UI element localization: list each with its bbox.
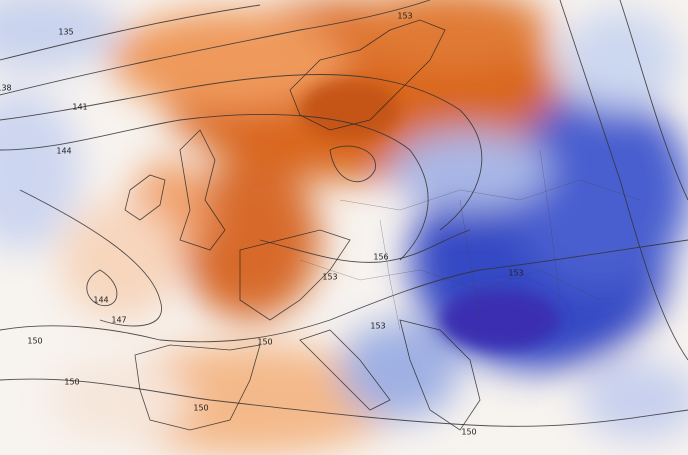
contour-label: 153 (322, 273, 337, 282)
contour-label: 150 (461, 428, 476, 437)
contour-label: 153 (370, 322, 385, 331)
borders (299, 149, 641, 331)
contour-label: 144 (93, 296, 108, 305)
contour-label: 141 (72, 103, 87, 112)
anomaly-core (300, 80, 560, 350)
contour-labels: 135 138 141 144 144 147 150 150 150 150 … (0, 12, 524, 437)
contour-label: 153 (508, 269, 523, 278)
contour-label: 144 (56, 147, 71, 156)
contour-label: 150 (64, 378, 79, 387)
isohypses (0, 0, 688, 427)
contour-label: 153 (397, 12, 412, 21)
contour-label: 138 (0, 84, 12, 93)
contour-label: 156 (373, 253, 388, 262)
contour-label: 135 (58, 28, 73, 37)
contour-label: 147 (111, 316, 126, 325)
contour-label: 150 (193, 404, 208, 413)
contour-label: 150 (27, 337, 42, 346)
contour-label: 150 (257, 338, 272, 347)
